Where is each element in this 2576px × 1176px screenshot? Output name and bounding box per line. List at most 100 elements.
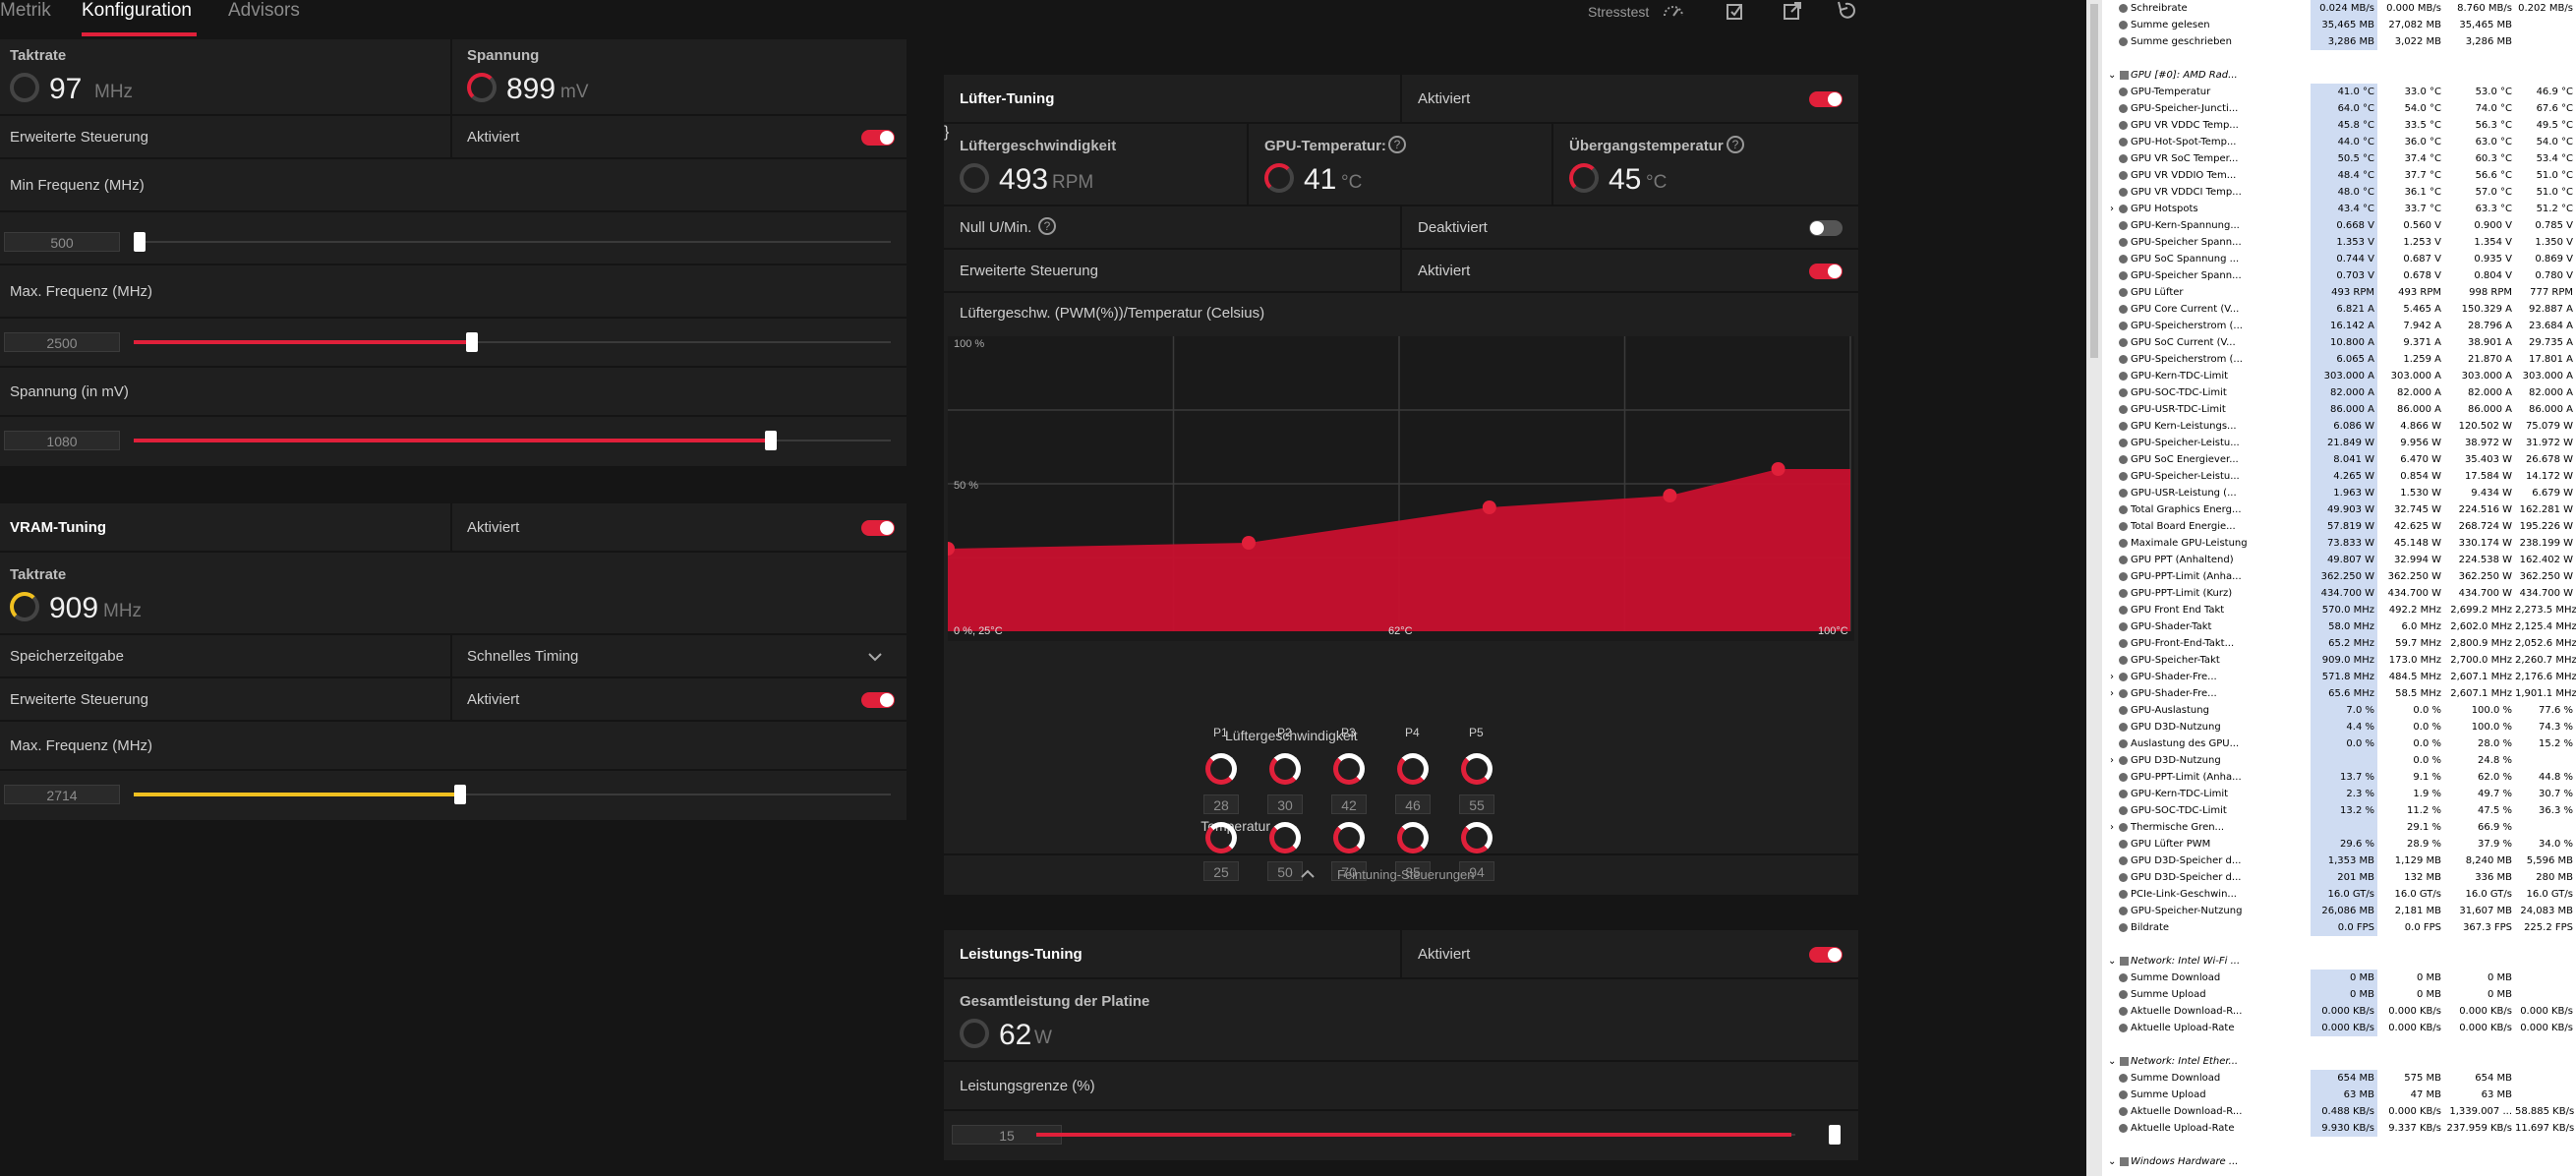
sensor-row[interactable]: GPU-Temperatur 41.0 °C 33.0 °C 53.0 °C 46.9 … — [2102, 84, 2576, 100]
sensor-row[interactable]: PCIe-Link-Geschwin... 16.0 GT/s 16.0 GT/s 1… — [2102, 886, 2576, 903]
fan-curve-svg[interactable] — [941, 336, 1854, 641]
scrollbar-thumb[interactable] — [2090, 4, 2098, 358]
sensor-row[interactable]: Summe Download 654 MB 575 MB 654 MB — [2102, 1070, 2576, 1087]
fine-tuning-label[interactable]: Feintuning-Steuerungen — [1337, 867, 1475, 882]
sensor-row[interactable]: GPU-Speicher-Leistu... 4.265 W 0.854 W 17.5… — [2102, 468, 2576, 485]
expand-icon[interactable]: › — [2110, 822, 2114, 833]
vram-max-freq-thumb[interactable] — [454, 785, 466, 804]
power-limit-thumb[interactable] — [1829, 1125, 1841, 1145]
sensor-row[interactable]: GPU-SOC-TDC-Limit 82.000 A 82.000 A 82.000 … — [2102, 384, 2576, 401]
sensor-row[interactable]: › GPU D3D-Nutzung 0.0 % 24.8 % — [2102, 752, 2576, 769]
speed-knob[interactable] — [1269, 753, 1301, 785]
sensor-row[interactable]: GPU Kern-Leistungs... 6.086 W 4.866 W 120.5… — [2102, 418, 2576, 435]
timing-value[interactable]: Schnelles Timing — [467, 648, 579, 665]
collapse-icon[interactable]: ⌄ — [2108, 956, 2117, 967]
sensor-row[interactable]: Summe Upload 63 MB 47 MB 63 MB — [2102, 1087, 2576, 1103]
sensor-row[interactable]: GPU SoC Energiever... 8.041 W 6.470 W 35.40… — [2102, 451, 2576, 468]
sensor-row[interactable]: Maximale GPU-Leistung 73.833 W 45.148 W 330… — [2102, 535, 2576, 552]
sensor-row[interactable]: GPU-SOC-TDC-Limit 13.2 % 11.2 % 47.5 % 36.3 … — [2102, 802, 2576, 819]
export-icon[interactable] — [1725, 0, 1746, 22]
speed-input[interactable]: 46 — [1395, 794, 1431, 814]
sensor-row[interactable]: GPU VR VDDCI Temp... 48.0 °C 36.1 °C 57.0 °… — [2102, 184, 2576, 201]
max-freq-thumb[interactable] — [466, 332, 478, 352]
expand-icon[interactable]: › — [2110, 755, 2114, 766]
sensor-row[interactable]: GPU Front End Takt 570.0 MHz 492.2 MHz 2,69… — [2102, 602, 2576, 618]
sensor-row[interactable]: Summe geschrieben 3,286 MB 3,022 MB 3,286 M… — [2102, 33, 2576, 50]
sensor-row[interactable]: GPU D3D-Speicher d... 1,353 MB 1,129 MB 8,2… — [2102, 853, 2576, 869]
max-freq-input[interactable]: 2500 — [4, 332, 120, 352]
temp-knob[interactable] — [1333, 822, 1365, 853]
sensor-row[interactable]: GPU-PPT-Limit (Kurz) 434.700 W 434.700 W 43… — [2102, 585, 2576, 602]
sensor-row[interactable] — [2102, 936, 2576, 953]
share-icon[interactable] — [1782, 0, 1803, 22]
sensor-row[interactable]: GPU-USR-Leistung (... 1.963 W 1.530 W 9.434… — [2102, 485, 2576, 501]
sensor-row[interactable]: GPU-Hot-Spot-Temp... 44.0 °C 36.0 °C 63.0 °… — [2102, 134, 2576, 150]
collapse-icon[interactable]: ⌄ — [2108, 1056, 2117, 1067]
min-freq-input[interactable]: 500 — [4, 232, 120, 252]
sensor-row[interactable] — [2102, 1137, 2576, 1153]
junction-help-icon[interactable]: ? — [1727, 136, 1744, 153]
sensor-row[interactable]: GPU-Kern-TDC-Limit 2.3 % 1.9 % 49.7 % 30.7 % — [2102, 786, 2576, 802]
collapse-icon[interactable]: ⌄ — [2108, 1156, 2117, 1167]
sensor-row[interactable]: Aktuelle Upload-Rate 0.000 KB/s 0.000 KB/s… — [2102, 1020, 2576, 1036]
sensor-row[interactable]: GPU-Shader-Takt 58.0 MHz 6.0 MHz 2,602.0 MH… — [2102, 618, 2576, 635]
fan-ext-ctrl-toggle[interactable] — [1809, 264, 1843, 279]
zero-rpm-toggle[interactable] — [1809, 220, 1843, 236]
sensor-row[interactable]: Summe gelesen 35,465 MB 27,082 MB 35,465 MB — [2102, 17, 2576, 33]
sensor-row[interactable]: › Thermische Gren... 29.1 % 66.9 % — [2102, 819, 2576, 836]
sensor-row[interactable]: Aktuelle Download-R... 0.488 KB/s 0.000 KB… — [2102, 1103, 2576, 1120]
sensor-group-row[interactable]: ⌄ Network: Intel Ether... — [2102, 1053, 2576, 1070]
sensor-row[interactable]: GPU-PPT-Limit (Anha... 362.250 W 362.250 W… — [2102, 568, 2576, 585]
reset-icon[interactable] — [1835, 0, 1856, 22]
sensor-row[interactable]: GPU VR VDDIO Tem... 48.4 °C 37.7 °C 56.6 °C… — [2102, 167, 2576, 184]
fan-toggle[interactable] — [1809, 91, 1843, 107]
collapse-icon[interactable]: ⌄ — [2108, 70, 2117, 81]
sensor-row[interactable]: GPU-Speicher Spann... 1.353 V 1.253 V 1.354… — [2102, 234, 2576, 251]
gpu-temp-help-icon[interactable]: ? — [1388, 136, 1406, 153]
sensor-row[interactable]: Aktuelle Download-R... 0.000 KB/s 0.000 KB… — [2102, 1003, 2576, 1020]
temp-input[interactable]: 70 — [1331, 861, 1367, 881]
vram-ext-ctrl-toggle[interactable] — [861, 692, 895, 708]
sensor-row[interactable]: Summe Download 0 MB 0 MB 0 MB — [2102, 970, 2576, 986]
sensor-group-row[interactable]: ⌄ GPU [#0]: AMD Rad... — [2102, 67, 2576, 84]
sensor-row[interactable]: GPU-Kern-Spannung... 0.668 V 0.560 V 0.900 … — [2102, 217, 2576, 234]
ext-ctrl-toggle[interactable] — [861, 130, 895, 146]
sensor-row[interactable]: Summe Upload 0 MB 0 MB 0 MB — [2102, 986, 2576, 1003]
sensor-row[interactable]: › GPU Hotspots 43.4 °C 33.7 °C 63.3 °C 51.2 °… — [2102, 201, 2576, 217]
sensor-row[interactable]: GPU VR SoC Temper... 50.5 °C 37.4 °C 60.3 °… — [2102, 150, 2576, 167]
voltage-input[interactable]: 1080 — [4, 431, 120, 450]
sensor-row[interactable] — [2102, 50, 2576, 67]
sensor-row[interactable]: Auslastung des GPU... 0.0 % 0.0 % 28.0 % 15.… — [2102, 735, 2576, 752]
fan-curve-point-5[interactable] — [1771, 462, 1786, 476]
temp-input[interactable]: 25 — [1203, 861, 1239, 881]
sensor-row[interactable]: GPU-Speicher-Juncti... 64.0 °C 54.0 °C 74.0… — [2102, 100, 2576, 117]
sensor-row[interactable]: GPU Core Current (V... 6.821 A 5.465 A 150.… — [2102, 301, 2576, 318]
expand-icon[interactable]: › — [2110, 672, 2114, 682]
sensor-row[interactable]: GPU D3D-Speicher d... 201 MB 132 MB 336 MB 2… — [2102, 869, 2576, 886]
sensor-row[interactable]: GPU-Speicher Spann... 0.703 V 0.678 V 0.804… — [2102, 267, 2576, 284]
speed-knob[interactable] — [1205, 753, 1237, 785]
tab-advisors[interactable]: Advisors — [228, 0, 300, 21]
chevron-down-icon[interactable] — [867, 649, 883, 665]
voltage-thumb[interactable] — [765, 431, 777, 450]
tab-metrik[interactable]: Metrik — [0, 0, 51, 21]
sensor-row[interactable]: GPU-PPT-Limit (Anha... 13.7 % 9.1 % 62.0 % 4… — [2102, 769, 2576, 786]
temp-input[interactable]: 50 — [1267, 861, 1303, 881]
speed-knob[interactable] — [1333, 753, 1365, 785]
sensor-group-row[interactable]: ⌄ Network: Intel Wi-Fi ... — [2102, 953, 2576, 970]
temp-knob[interactable] — [1461, 822, 1493, 853]
speed-input[interactable]: 30 — [1267, 794, 1303, 814]
vram-toggle[interactable] — [861, 520, 895, 536]
gauge-icon[interactable] — [1662, 0, 1685, 22]
sensor-row[interactable]: GPU SoC Current (V... 10.800 A 9.371 A 38.9… — [2102, 334, 2576, 351]
temp-knob[interactable] — [1205, 822, 1237, 853]
sensor-row[interactable]: › GPU-Shader-Fre... 65.6 MHz 58.5 MHz 2,607.… — [2102, 685, 2576, 702]
speed-input[interactable]: 55 — [1459, 794, 1494, 814]
fan-curve-point-2[interactable] — [1242, 536, 1256, 550]
sensor-row[interactable]: GPU-USR-TDC-Limit 86.000 A 86.000 A 86.000 … — [2102, 401, 2576, 418]
tab-konfiguration[interactable]: Konfiguration — [82, 0, 192, 21]
sensor-row[interactable]: Schreibrate 0.024 MB/s 0.000 MB/s 8.760 MB/… — [2102, 0, 2576, 17]
temp-knob[interactable] — [1397, 822, 1429, 853]
zero-rpm-help-icon[interactable]: ? — [1038, 217, 1056, 235]
sensor-row[interactable]: GPU D3D-Nutzung 4.4 % 0.0 % 100.0 % 74.3 % — [2102, 719, 2576, 735]
